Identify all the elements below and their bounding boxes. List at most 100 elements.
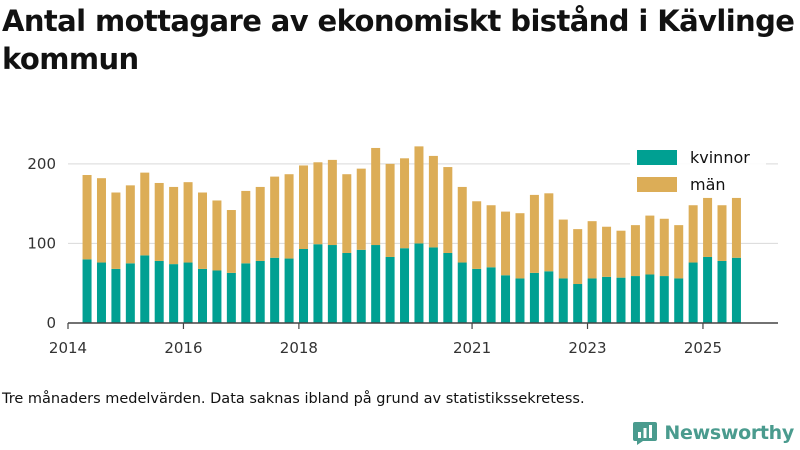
bar-man-41 <box>674 225 684 279</box>
x-tick-label-2021: 2021 <box>453 339 491 357</box>
bar-man-4 <box>140 172 150 256</box>
bar-kvinnor-18 <box>342 252 352 323</box>
bar-man-7 <box>183 182 193 263</box>
bar-man-17 <box>327 159 337 246</box>
bar-man-39 <box>645 215 655 275</box>
newsworthy-logo-icon <box>633 422 658 445</box>
bar-man-45 <box>731 197 741 258</box>
bar-kvinnor-26 <box>457 262 467 323</box>
legend-swatch-kvinnor <box>637 150 677 165</box>
bar-kvinnor-32 <box>544 271 554 323</box>
bar-kvinnor-44 <box>717 260 727 323</box>
bar-kvinnor-31 <box>529 272 539 323</box>
bar-man-8 <box>198 192 207 269</box>
bar-kvinnor-8 <box>198 268 207 323</box>
bar-man-29 <box>501 211 511 276</box>
bar-kvinnor-41 <box>674 278 684 323</box>
bar-man-35 <box>587 221 597 279</box>
bar-man-24 <box>428 155 438 248</box>
bar-kvinnor-3 <box>125 263 135 323</box>
legend: kvinnor män <box>630 144 766 198</box>
bar-kvinnor-20 <box>371 245 381 323</box>
bar-man-25 <box>443 167 453 253</box>
bar-kvinnor-36 <box>602 276 612 323</box>
bar-man-23 <box>414 146 424 244</box>
bar-man-26 <box>457 186 467 263</box>
legend-label-kvinnor: kvinnor <box>690 148 750 167</box>
x-tick-label-2014: 2014 <box>49 339 87 357</box>
bar-kvinnor-14 <box>284 258 294 323</box>
bar-kvinnor-33 <box>558 278 568 323</box>
bar-kvinnor-6 <box>169 264 179 323</box>
bar-kvinnor-4 <box>140 255 150 323</box>
legend-swatch-man <box>637 177 677 192</box>
bar-kvinnor-21 <box>385 256 395 323</box>
bar-man-16 <box>313 162 323 245</box>
bar-man-14 <box>284 174 294 259</box>
stacked-bar-chart: 2014 2016 2018 2021 2023 2025 0 100 200 kvinnor… <box>27 144 778 357</box>
bar-man-31 <box>529 194 539 273</box>
y-axis-ticks: 0 100 200 <box>27 155 56 332</box>
bar-kvinnor-17 <box>327 245 337 323</box>
bar-kvinnor-0 <box>82 259 92 323</box>
bar-kvinnor-40 <box>659 276 669 323</box>
legend-label-man: män <box>690 175 726 194</box>
chart-caption: Tre månaders medelvärden. Data saknas ib… <box>2 391 585 407</box>
bar-man-32 <box>544 193 554 272</box>
bar-man-11 <box>241 190 251 264</box>
y-tick-label-100: 100 <box>27 234 56 252</box>
x-tick-label-2025: 2025 <box>684 339 722 357</box>
bar-man-13 <box>270 176 280 258</box>
x-tick-label-2016: 2016 <box>164 339 202 357</box>
bar-kvinnor-42 <box>688 262 698 323</box>
bar-kvinnor-39 <box>645 274 655 323</box>
x-tick-label-2023: 2023 <box>568 339 606 357</box>
bar-kvinnor-25 <box>443 252 453 323</box>
bar-kvinnor-27 <box>472 268 482 323</box>
bar-man-42 <box>688 205 698 263</box>
bar-kvinnor-29 <box>501 275 511 323</box>
bar-kvinnor-19 <box>356 249 366 323</box>
bar-kvinnor-37 <box>616 277 626 323</box>
bar-man-44 <box>717 205 727 261</box>
bar-kvinnor-30 <box>515 278 525 323</box>
bar-kvinnor-28 <box>486 267 496 323</box>
bar-man-37 <box>616 230 626 278</box>
bar-kvinnor-23 <box>414 243 424 323</box>
y-tick-label-200: 200 <box>27 155 56 173</box>
bar-man-43 <box>703 197 713 257</box>
bar-man-38 <box>630 225 640 277</box>
bar-kvinnor-35 <box>587 278 597 323</box>
bar-kvinnor-15 <box>299 249 309 323</box>
bar-man-18 <box>342 174 352 253</box>
bar-kvinnor-45 <box>731 257 741 323</box>
bar-man-3 <box>125 185 135 264</box>
bar-series <box>82 146 741 323</box>
bar-kvinnor-38 <box>630 276 640 323</box>
bar-man-21 <box>385 163 395 257</box>
bar-kvinnor-43 <box>703 256 713 323</box>
bar-kvinnor-9 <box>212 270 222 323</box>
bar-man-20 <box>371 147 381 246</box>
bar-man-28 <box>486 205 496 268</box>
bar-kvinnor-22 <box>400 248 410 323</box>
bar-man-12 <box>255 186 265 261</box>
bar-kvinnor-5 <box>154 260 164 323</box>
bar-man-27 <box>472 201 482 269</box>
bar-man-30 <box>515 213 525 279</box>
brand-name: Newsworthy <box>664 422 794 444</box>
bar-kvinnor-11 <box>241 263 251 323</box>
bar-kvinnor-10 <box>226 272 236 323</box>
bar-man-15 <box>299 165 309 249</box>
bar-kvinnor-24 <box>428 247 438 323</box>
chart-title: Antal mottagare av ekonomiskt bistånd i … <box>2 4 795 76</box>
bar-man-40 <box>659 218 669 277</box>
bar-man-2 <box>111 192 121 269</box>
bar-man-19 <box>356 168 366 250</box>
bar-kvinnor-16 <box>313 244 323 323</box>
bar-man-36 <box>602 226 612 277</box>
bar-kvinnor-1 <box>96 262 106 323</box>
bar-kvinnor-34 <box>573 284 583 323</box>
bar-man-6 <box>169 186 179 265</box>
bar-man-1 <box>96 178 106 263</box>
